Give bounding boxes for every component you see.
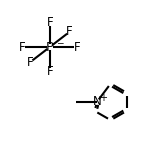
Text: −: − xyxy=(56,38,63,47)
Text: F: F xyxy=(19,41,26,54)
Text: F: F xyxy=(47,16,53,29)
Text: +: + xyxy=(99,93,107,103)
Text: F: F xyxy=(47,65,53,78)
Text: F: F xyxy=(66,25,73,38)
Text: P: P xyxy=(46,41,54,54)
Text: N: N xyxy=(93,95,101,108)
Text: F: F xyxy=(27,56,33,69)
Text: F: F xyxy=(74,41,81,54)
